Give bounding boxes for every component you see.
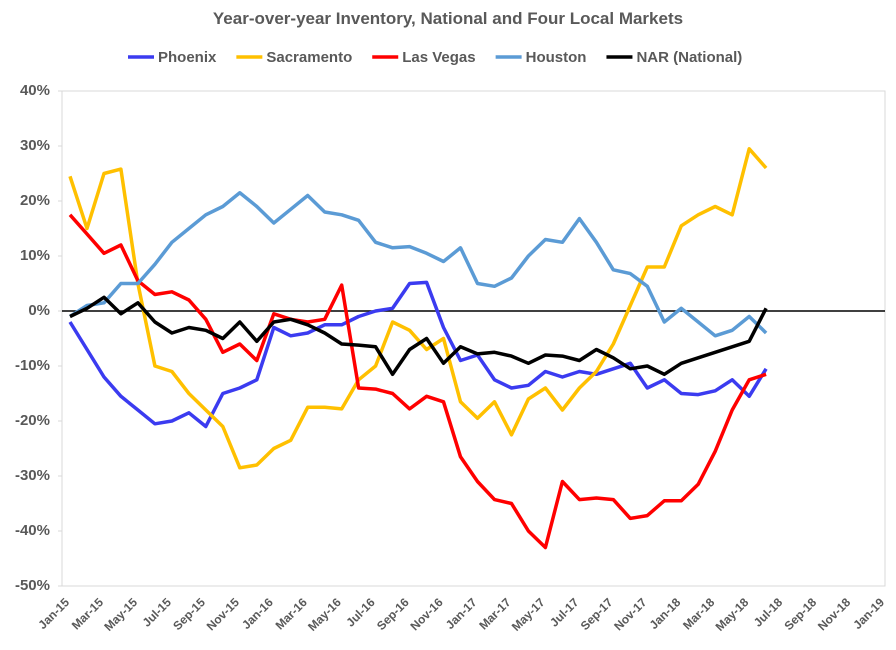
legend-label: Las Vegas (402, 49, 475, 66)
x-tick-label: Mar-18 (680, 595, 717, 632)
x-tick-label: Sep-15 (170, 595, 208, 633)
y-tick-label: -50% (15, 577, 50, 594)
x-tick-label: May-16 (305, 595, 344, 634)
y-tick-label: 0% (28, 302, 50, 319)
x-tick-label: Jan-18 (647, 595, 684, 632)
x-tick-label: May-15 (101, 595, 140, 634)
x-tick-label: Jan-15 (35, 595, 72, 632)
legend-label: Phoenix (158, 49, 217, 66)
y-tick-label: 10% (20, 247, 50, 264)
x-tick-label: Jan-16 (239, 595, 276, 632)
y-tick-label: -10% (15, 357, 50, 374)
y-tick-label: 40% (20, 82, 50, 99)
legend-label: Sacramento (266, 49, 352, 66)
legend-label: Houston (526, 49, 587, 66)
x-tick-label: May-17 (509, 595, 548, 634)
series-line (69, 295, 768, 377)
y-tick-label: -40% (15, 522, 50, 539)
x-tick-label: Sep-17 (578, 595, 616, 633)
y-tick-label: 20% (20, 192, 50, 209)
x-tick-label: May-18 (713, 595, 752, 634)
x-tick-label: Jul-16 (343, 595, 378, 630)
x-tick-label: Mar-15 (69, 595, 106, 632)
x-tick-label: Jul-17 (547, 595, 582, 630)
x-tick-label: Sep-16 (374, 595, 412, 633)
y-tick-label: 30% (20, 137, 50, 154)
x-tick-label: Mar-17 (476, 595, 513, 632)
series-line (68, 213, 767, 550)
series-line (68, 147, 768, 470)
plot-area (61, 90, 886, 587)
x-tick-label: Mar-16 (273, 595, 310, 632)
series-line (69, 191, 768, 338)
y-tick-label: -30% (15, 467, 50, 484)
x-tick-label: Nov-18 (815, 595, 853, 633)
x-tick-label: Jan-19 (850, 595, 887, 632)
x-tick-label: Nov-16 (407, 595, 445, 633)
legend-label: NAR (National) (636, 49, 742, 66)
x-tick-label: Jul-15 (140, 595, 175, 630)
chart-title: Year-over-year Inventory, National and F… (213, 9, 683, 28)
series-line (68, 280, 768, 429)
x-tick-label: Jul-18 (751, 595, 786, 630)
x-tick-label: Nov-17 (611, 595, 649, 633)
y-tick-label: -20% (15, 412, 50, 429)
x-tick-label: Sep-18 (781, 595, 819, 633)
x-tick-label: Nov-15 (204, 595, 242, 633)
x-tick-label: Jan-17 (443, 595, 480, 632)
